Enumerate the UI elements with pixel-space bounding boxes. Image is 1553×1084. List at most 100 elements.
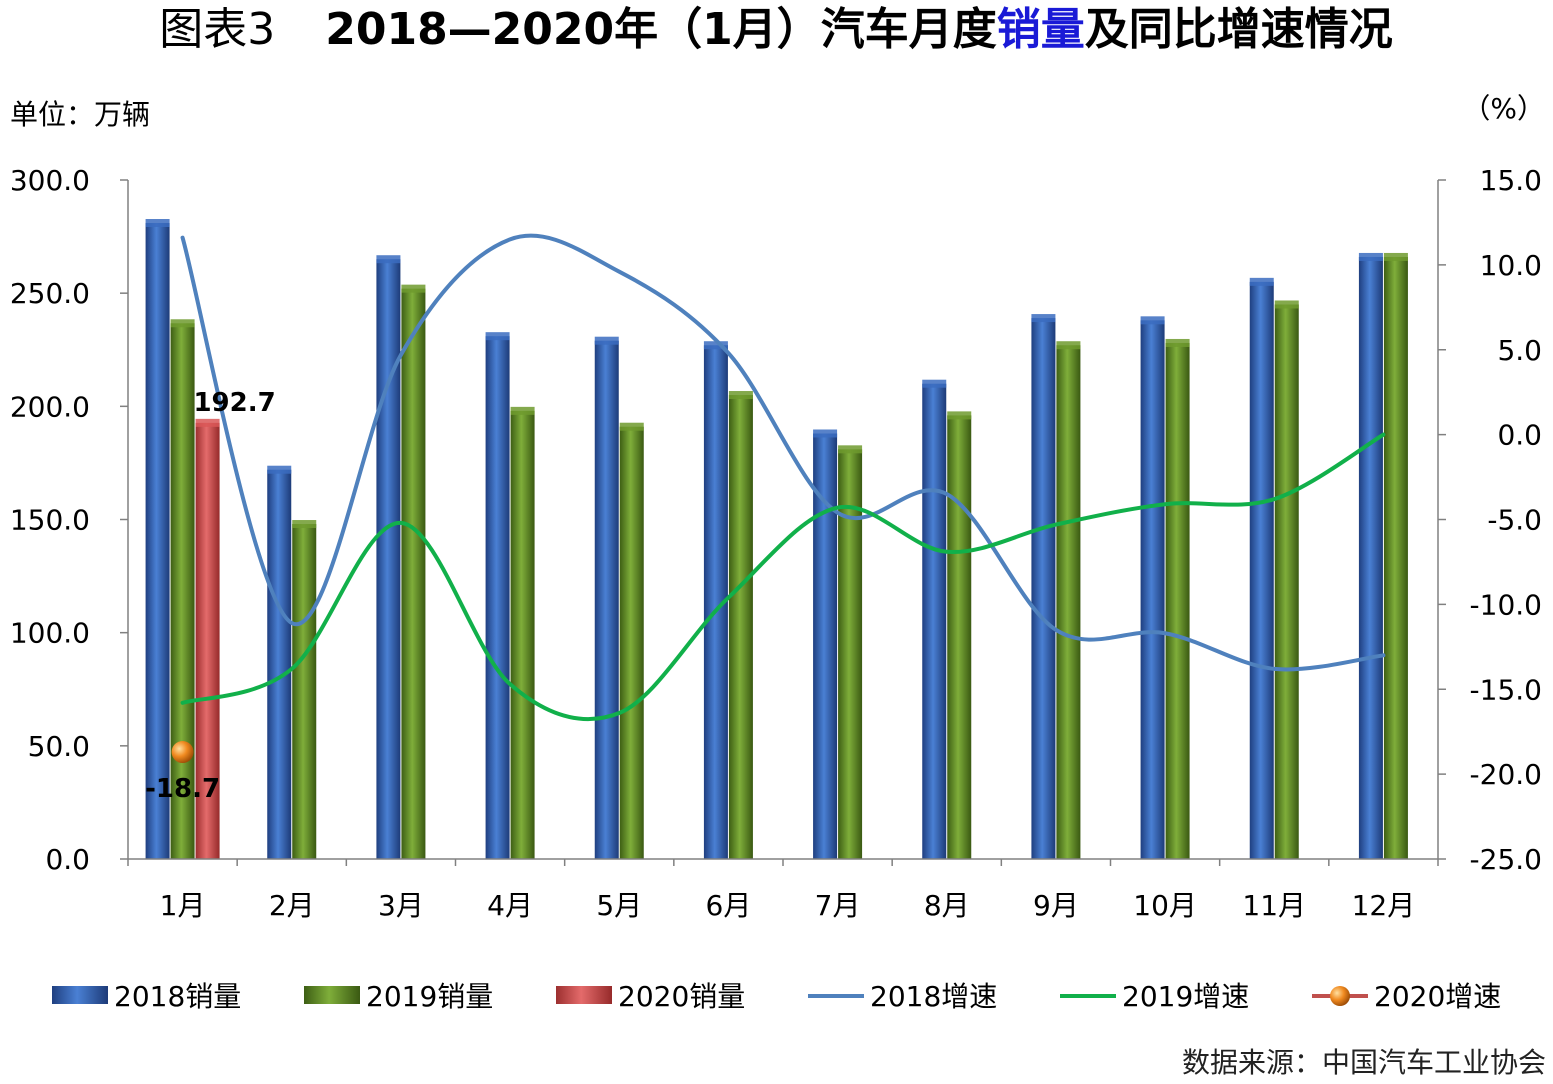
bar-2019-cap	[1274, 300, 1299, 309]
left-tick-label: 300.0	[10, 164, 90, 197]
bar-2019-cap	[947, 411, 972, 420]
bar-2018-cap	[267, 465, 292, 474]
line-2020-marker	[171, 741, 194, 764]
bar-2018	[145, 219, 170, 860]
right-tick-label: -15.0	[1470, 673, 1542, 706]
line-2019	[180, 432, 1386, 722]
right-tick-label: -20.0	[1470, 758, 1542, 791]
x-tick-label: 5月	[596, 889, 642, 922]
x-tick-label: 9月	[1033, 889, 1079, 922]
legend-item: 2018销量	[52, 980, 241, 1013]
title-prefix: 图表3	[159, 4, 275, 55]
title-main-b: 及同比增速情况	[1085, 4, 1393, 55]
bar-2018-body	[145, 223, 170, 860]
bar-2018	[1140, 316, 1165, 859]
data-label: -18.7	[145, 774, 220, 804]
bar-2019	[947, 411, 972, 859]
x-tick-label: 2月	[269, 889, 315, 922]
bar-2019-body	[1383, 256, 1408, 859]
bar-2019-body	[947, 415, 972, 859]
bar-2019-body	[1165, 342, 1190, 860]
bar-2019-body	[1056, 345, 1081, 859]
left-tick-label: 250.0	[10, 277, 90, 310]
bar-2018-cap	[145, 219, 170, 228]
bar-series-group	[145, 219, 1408, 860]
bar-2019	[1165, 338, 1190, 860]
left-axis: 0.0 50.0 100.0 150.0 200.0 250.0 300.0	[10, 164, 129, 876]
title-highlight: 销量	[997, 4, 1085, 55]
bar-2018-cap	[813, 429, 838, 438]
bar-2018-body	[813, 433, 838, 859]
right-tick-label: 10.0	[1480, 249, 1542, 282]
source-note: 数据来源：中国汽车工业协会	[1182, 1046, 1546, 1079]
legend-swatch	[556, 986, 612, 1004]
bar-2018	[1249, 277, 1274, 860]
bar-2019	[1056, 341, 1081, 859]
bar-2019-cap	[1056, 341, 1081, 350]
legend-label: 2020销量	[618, 980, 745, 1013]
bar-2019	[1274, 300, 1299, 859]
legend-item: 2019销量	[304, 980, 493, 1013]
bar-2019-body	[728, 395, 753, 859]
left-tick-label: 100.0	[10, 617, 90, 650]
bar-2020	[195, 418, 220, 859]
bar-2018	[376, 255, 401, 859]
right-tick-label: 15.0	[1480, 164, 1542, 197]
bar-2019-body	[1274, 304, 1299, 859]
bar-2019	[619, 422, 644, 859]
legend-label: 2018销量	[114, 980, 241, 1013]
bar-2018-cap	[703, 341, 728, 350]
bar-2018-body	[376, 259, 401, 859]
bar-2019-cap	[510, 406, 535, 415]
bar-2019	[510, 406, 535, 859]
legend-swatch	[52, 986, 108, 1004]
bar-2020-body	[195, 422, 220, 859]
bar-2018-cap	[1358, 252, 1383, 261]
bar-2018-cap	[922, 379, 947, 388]
line-series-group	[171, 233, 1386, 764]
left-tick-label: 0.0	[45, 843, 90, 876]
bar-2019	[1383, 252, 1408, 859]
legend: 2018销量 2019销量 2020销量 2018增速 2019增速 2020增速	[52, 980, 1501, 1013]
bar-2019-cap	[1165, 338, 1190, 347]
bar-2019-cap	[1383, 252, 1408, 261]
bar-2019-cap	[292, 520, 317, 529]
legend-label: 2020增速	[1374, 980, 1501, 1013]
bar-2018	[485, 332, 510, 859]
bar-2018-body	[1358, 256, 1383, 859]
bar-2018	[1031, 314, 1056, 859]
right-axis: -25.0 -20.0 -15.0 -10.0 -5.0 0.0 5.0 10.0 15.0	[1437, 164, 1542, 876]
bar-2018	[1358, 252, 1383, 859]
legend-item: 2019增速	[1060, 980, 1249, 1013]
bar-2019	[170, 319, 195, 859]
data-label: 192.7	[193, 388, 275, 418]
bar-2018-body	[1031, 318, 1056, 859]
bar-2020-cap	[195, 418, 220, 427]
legend-item: 2018增速	[808, 980, 997, 1013]
bar-2019-body	[401, 288, 426, 859]
x-tick-label: 11月	[1242, 889, 1306, 922]
legend-swatch	[304, 986, 360, 1004]
x-axis: 1月 2月 3月 4月 5月 6月 7月 8月 9月 10月 11月 12月	[127, 858, 1439, 922]
legend-item: 2020销量	[556, 980, 745, 1013]
right-tick-label: 0.0	[1497, 419, 1542, 452]
right-tick-label: -10.0	[1470, 588, 1542, 621]
bar-2019-body	[292, 524, 317, 859]
right-axis-unit: （%）	[1462, 92, 1545, 125]
title-main-a: 2018—2020年（1月）汽车月度	[325, 4, 997, 55]
x-tick-label: 6月	[706, 889, 752, 922]
x-tick-label: 3月	[378, 889, 424, 922]
x-tick-label: 8月	[924, 889, 970, 922]
right-tick-label: -5.0	[1487, 504, 1542, 537]
left-axis-unit: 单位：万辆	[10, 98, 150, 131]
bar-2018-body	[485, 336, 510, 859]
x-tick-label: 7月	[815, 889, 861, 922]
bar-2019	[401, 284, 426, 859]
bar-2018-body	[1249, 281, 1274, 860]
x-tick-label: 4月	[487, 889, 533, 922]
data-labels: 192.7 -18.7	[145, 388, 276, 804]
left-tick-label: 150.0	[10, 504, 90, 537]
bar-2019-cap	[401, 284, 426, 293]
bar-2018-body	[922, 383, 947, 859]
